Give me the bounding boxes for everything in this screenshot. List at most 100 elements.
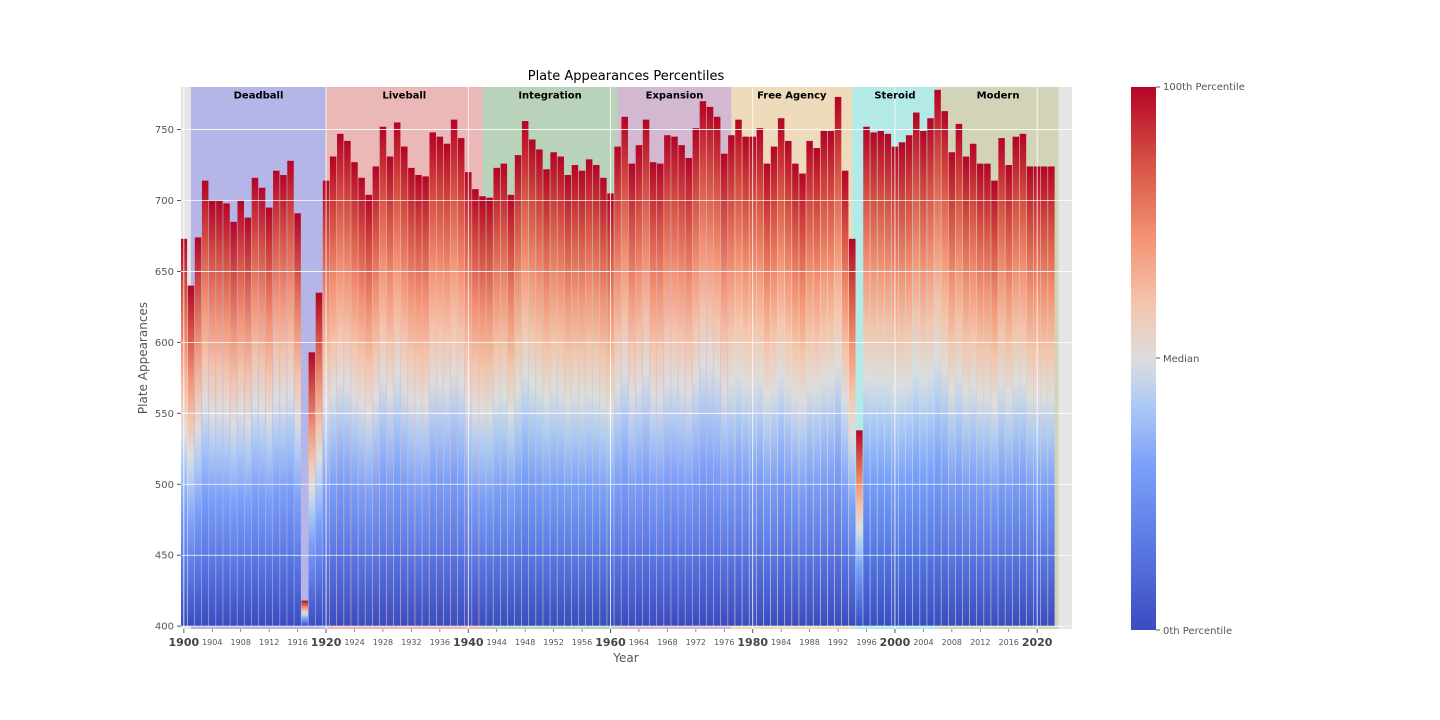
y-tick-label: 500 bbox=[155, 480, 174, 491]
year-bar bbox=[877, 130, 884, 627]
year-bar bbox=[187, 285, 195, 627]
year-bar bbox=[927, 118, 934, 627]
year-bar bbox=[372, 166, 380, 627]
year-bar bbox=[500, 163, 508, 627]
year-bar bbox=[536, 149, 543, 627]
year-bar bbox=[329, 156, 337, 627]
year-bar bbox=[493, 167, 500, 627]
x-minor-tick-label: 1936 bbox=[430, 638, 450, 647]
year-bar bbox=[472, 189, 479, 627]
year-bar bbox=[998, 138, 1005, 627]
x-minor-tick-label: 1948 bbox=[515, 638, 535, 647]
x-minor-tick-label: 1992 bbox=[828, 638, 848, 647]
year-bar bbox=[194, 237, 202, 627]
year-bar bbox=[479, 196, 486, 627]
year-bar bbox=[806, 140, 813, 627]
chart-title: Plate Appearances Percentiles bbox=[528, 69, 725, 84]
year-bar bbox=[962, 156, 970, 627]
x-minor-tick-label: 2004 bbox=[913, 638, 933, 647]
year-bar bbox=[941, 111, 948, 627]
year-bar bbox=[543, 169, 550, 627]
colorbar-top-label: 100th Percentile bbox=[1163, 82, 1245, 93]
year-bar bbox=[685, 157, 692, 627]
year-bar bbox=[657, 163, 664, 627]
year-bar bbox=[1048, 166, 1055, 627]
year-bar bbox=[244, 217, 252, 627]
year-bar bbox=[422, 176, 429, 627]
year-bar bbox=[834, 96, 842, 627]
year-bar bbox=[813, 148, 820, 627]
percentile-bars bbox=[181, 89, 1055, 627]
x-major-tick-label: 1980 bbox=[737, 636, 768, 649]
era-label: Liveball bbox=[382, 90, 426, 101]
era-labels: Deadball Liveball Integration Expansion Free… bbox=[234, 90, 1020, 101]
y-tick-label: 400 bbox=[155, 622, 174, 633]
gridlines bbox=[181, 87, 1072, 629]
year-bar bbox=[785, 140, 792, 627]
year-bar bbox=[443, 143, 451, 627]
year-bar bbox=[1005, 165, 1012, 627]
year-bar bbox=[706, 106, 714, 627]
year-bar bbox=[884, 133, 892, 627]
year-bar bbox=[578, 170, 586, 627]
year-bar bbox=[251, 177, 259, 627]
year-bar bbox=[991, 180, 998, 627]
year-bar bbox=[429, 132, 436, 627]
year-bar bbox=[856, 430, 863, 627]
year-bar bbox=[728, 135, 735, 627]
year-bar bbox=[344, 140, 351, 627]
era-label: Steroid bbox=[874, 90, 915, 101]
year-bar bbox=[593, 165, 600, 627]
year-bar bbox=[436, 136, 444, 627]
y-tick-label: 450 bbox=[155, 551, 174, 562]
year-bar bbox=[948, 152, 956, 627]
y-tick-label: 550 bbox=[155, 409, 174, 420]
x-minor-tick-label: 2016 bbox=[999, 638, 1019, 647]
era-label: Free Agency bbox=[757, 90, 827, 101]
year-bar bbox=[984, 163, 991, 627]
y-tick-label: 600 bbox=[155, 338, 174, 349]
year-bar bbox=[635, 145, 643, 627]
year-bar bbox=[450, 119, 458, 627]
year-bar bbox=[642, 119, 650, 627]
year-bar bbox=[223, 203, 230, 627]
x-minor-tick-label: 1964 bbox=[629, 638, 649, 647]
year-bar bbox=[287, 160, 294, 627]
year-bar bbox=[735, 119, 742, 627]
year-bar bbox=[294, 213, 301, 627]
x-minor-tick-label: 1952 bbox=[543, 638, 563, 647]
x-minor-tick-label: 1988 bbox=[799, 638, 819, 647]
year-bar bbox=[386, 156, 394, 627]
era-label: Expansion bbox=[646, 90, 704, 101]
year-bar bbox=[614, 146, 621, 627]
x-minor-tick-label: 1996 bbox=[856, 638, 876, 647]
y-tick-label: 750 bbox=[155, 125, 174, 136]
year-bar bbox=[721, 153, 728, 627]
year-bar bbox=[1026, 166, 1034, 627]
year-bar bbox=[365, 194, 372, 627]
year-bar bbox=[550, 152, 557, 627]
year-bar bbox=[827, 130, 835, 627]
year-bar bbox=[1012, 136, 1020, 627]
x-minor-tick-label: 1956 bbox=[572, 638, 592, 647]
year-bar bbox=[849, 238, 856, 627]
year-bar bbox=[457, 138, 465, 627]
x-major-tick-label: 1960 bbox=[595, 636, 626, 649]
x-major-tick-label: 2020 bbox=[1022, 636, 1053, 649]
year-bar bbox=[529, 139, 536, 627]
era-label: Integration bbox=[518, 90, 581, 101]
year-bar bbox=[664, 135, 671, 627]
y-axis-ticks: 400 450 500 550 600 650 700 750 bbox=[155, 125, 181, 633]
year-bar bbox=[1041, 166, 1048, 627]
year-bar bbox=[777, 118, 785, 627]
year-bar bbox=[628, 163, 636, 627]
x-minor-tick-label: 1932 bbox=[401, 638, 421, 647]
x-minor-tick-label: 1984 bbox=[771, 638, 791, 647]
x-minor-tick-label: 1968 bbox=[657, 638, 677, 647]
year-bar bbox=[585, 159, 593, 627]
x-minor-tick-label: 1908 bbox=[231, 638, 251, 647]
year-bar bbox=[308, 352, 316, 627]
year-bar bbox=[265, 207, 273, 627]
